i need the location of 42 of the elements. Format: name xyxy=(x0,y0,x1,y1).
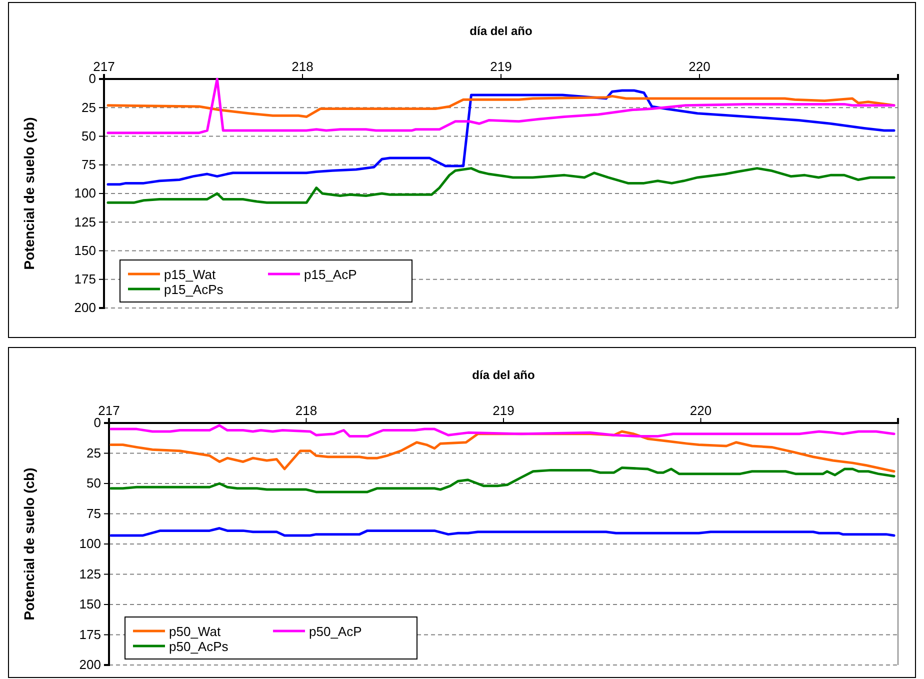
y-tick-label: 200 xyxy=(79,657,101,672)
line-series xyxy=(110,527,896,537)
y-tick-label: 25 xyxy=(82,100,96,115)
line-series xyxy=(110,424,896,438)
x-tick-label: 219 xyxy=(490,59,512,74)
x-axis-title: día del año xyxy=(472,368,535,382)
line-series xyxy=(106,89,896,186)
x-tick-label: 220 xyxy=(688,59,710,74)
x-tick-label: 217 xyxy=(98,403,120,418)
line-series xyxy=(106,78,896,134)
legend-label: p15_AcP xyxy=(304,267,357,282)
x-tick-label: 219 xyxy=(492,403,514,418)
y-tick-label: 0 xyxy=(88,71,96,86)
y-tick-label: 150 xyxy=(74,242,96,258)
y-tick-label: 0 xyxy=(94,415,101,430)
y-tick-label: 175 xyxy=(74,272,96,287)
y-tick-label: 200 xyxy=(74,300,96,316)
y-axis-title: Potencial de suelo (cb) xyxy=(21,468,37,620)
legend-label: p15_Wat xyxy=(164,267,216,282)
y-tick-label: 175 xyxy=(79,626,101,642)
line-series xyxy=(106,167,896,204)
y-tick-label: 125 xyxy=(74,214,96,230)
y-tick-label: 125 xyxy=(79,566,101,582)
y-tick-label: 25 xyxy=(86,445,101,460)
y-tick-label: 150 xyxy=(79,596,101,612)
y-tick-label: 75 xyxy=(82,157,96,172)
y-axis-title: Potencial de suelo (cb) xyxy=(21,117,37,270)
legend-label: p50_AcPs xyxy=(169,639,229,654)
y-tick-label: 100 xyxy=(74,186,96,201)
legend-label: p15_AcPs xyxy=(164,282,224,297)
x-axis-title: día del año xyxy=(470,24,532,38)
y-tick-label: 75 xyxy=(86,506,101,521)
legend-label: p50_AcP xyxy=(309,624,362,639)
x-tick-label: 218 xyxy=(295,403,318,418)
line-series xyxy=(110,466,896,494)
y-tick-label: 50 xyxy=(86,476,101,491)
x-tick-label: 217 xyxy=(93,59,115,74)
legend-label: p50_Wat xyxy=(169,624,221,639)
y-tick-label: 50 xyxy=(82,128,96,144)
x-tick-label: 220 xyxy=(690,403,712,418)
y-tick-label: 100 xyxy=(79,536,101,552)
x-tick-label: 218 xyxy=(292,59,314,74)
